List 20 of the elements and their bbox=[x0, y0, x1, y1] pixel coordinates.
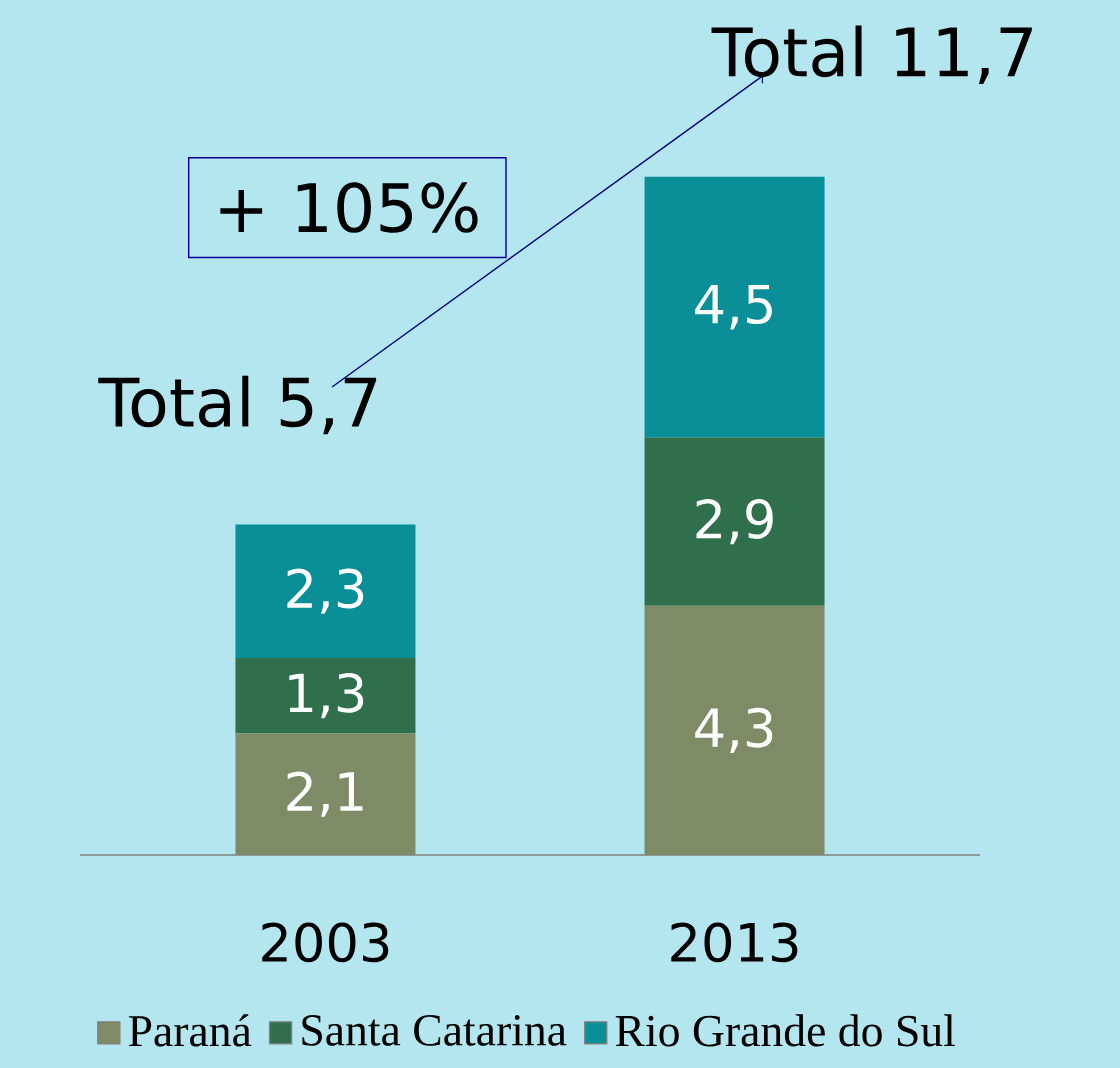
bar bbox=[235, 524, 416, 658]
annotation: + 105% bbox=[220, 182, 478, 233]
bar bbox=[235, 733, 416, 855]
legend-label: Paraná bbox=[128, 1014, 252, 1047]
data-label: 2,3 bbox=[287, 568, 364, 614]
bar bbox=[644, 437, 825, 606]
total-label: Total 5,7 bbox=[98, 375, 377, 435]
x-tick-label: 2003 bbox=[262, 922, 389, 963]
legend-label: Santa Catarina bbox=[302, 1015, 567, 1046]
data-label: 4,3 bbox=[695, 707, 773, 753]
x-tick-label: 2013 bbox=[671, 922, 798, 963]
legend-label: Rio Grande do Sul bbox=[615, 1014, 955, 1047]
bar bbox=[235, 657, 416, 734]
data-label: 1,3 bbox=[289, 672, 364, 719]
bar bbox=[644, 605, 825, 855]
total-label: Total 11,7 bbox=[711, 25, 1032, 84]
data-label: 2,1 bbox=[287, 771, 363, 817]
data-label: 4,5 bbox=[695, 284, 772, 330]
bar bbox=[644, 176, 825, 438]
data-label: 2,9 bbox=[696, 499, 773, 545]
